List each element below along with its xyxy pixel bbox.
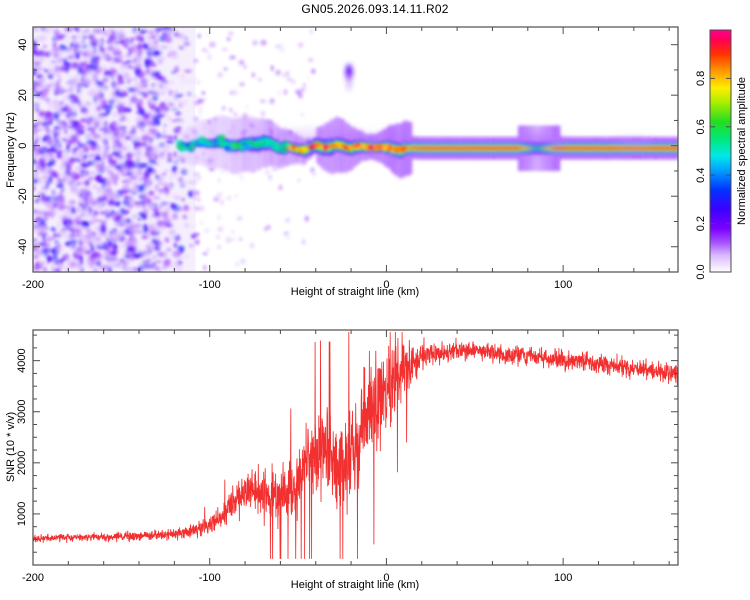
noise-speckles: [33, 27, 199, 272]
axis-tick-label: 40: [17, 39, 29, 51]
axis-tick-label: -100: [199, 279, 221, 291]
colorbar-ticks: [710, 77, 731, 273]
band-disruption: [522, 133, 652, 156]
colorbar-tick-labels: 0.0 0.2 0.4 0.6 0.8: [695, 71, 707, 280]
axis-tick-label: -200: [22, 279, 44, 291]
noise-field: [33, 27, 316, 272]
axis-tick-label: 1000: [16, 502, 28, 526]
signal-band: [175, 114, 678, 179]
axis-tick-label: 0: [17, 143, 29, 149]
colorbar-gradient: [710, 30, 731, 272]
snr-trace-group: [33, 331, 678, 559]
axis-tick-label: -40: [17, 239, 29, 255]
axis-tick-label: 100: [554, 279, 572, 291]
axis-tick-label: 0: [383, 572, 389, 584]
axis-tick-label: 0: [383, 279, 389, 291]
figure-title: GN05.2026.093.14.11.R02: [301, 2, 449, 16]
axis-tick-label: 2000: [16, 451, 28, 475]
axis-tick-label: 4000: [16, 348, 28, 372]
snr-ticks: [32, 330, 678, 566]
axis-tick-label: 0.4: [695, 168, 707, 183]
spectrogram-frame: [32, 26, 679, 273]
snr-frame: [32, 329, 679, 566]
axis-tick-label: -100: [199, 572, 221, 584]
snr-tick-labels: -200 -100 0 100 1000 2000 3000 4000: [16, 348, 572, 584]
axis-tick-label: 100: [554, 572, 572, 584]
colorbar-frame: [709, 29, 732, 273]
snr-trace: [33, 331, 678, 559]
colorbar-label: Normalized spectral amplitude: [736, 77, 748, 225]
axis-tick-label: 0.2: [695, 216, 707, 231]
isolated-blob: [345, 64, 353, 91]
spectrogram-ticks: [32, 27, 678, 272]
axis-tick-label: -20: [17, 188, 29, 204]
snr-panel: -200 -100 0 100 1000 2000 3000 4000 Height of s…: [5, 329, 679, 591]
spectrogram-image: [33, 27, 678, 272]
snr-yaxis-label: SNR (10 * v/v): [5, 412, 17, 482]
axis-tick-label: 3000: [16, 399, 28, 423]
axis-tick-label: 20: [17, 89, 29, 101]
axis-tick-label: 0.6: [695, 119, 707, 134]
axis-tick-label: 0.0: [695, 264, 707, 279]
spectrogram-xaxis-label: Height of straight line (km): [291, 286, 419, 298]
band-granules: [175, 134, 407, 155]
colorbar: 0.0 0.2 0.4 0.6 0.8 Normalized spectral ampl…: [695, 29, 748, 280]
axis-tick-label: -200: [22, 572, 44, 584]
axis-tick-label: 0.8: [695, 71, 707, 86]
snr-xaxis-label: Height of straight line (km): [291, 579, 419, 591]
spectrogram-yaxis-label: Frequency (Hz): [5, 112, 17, 188]
